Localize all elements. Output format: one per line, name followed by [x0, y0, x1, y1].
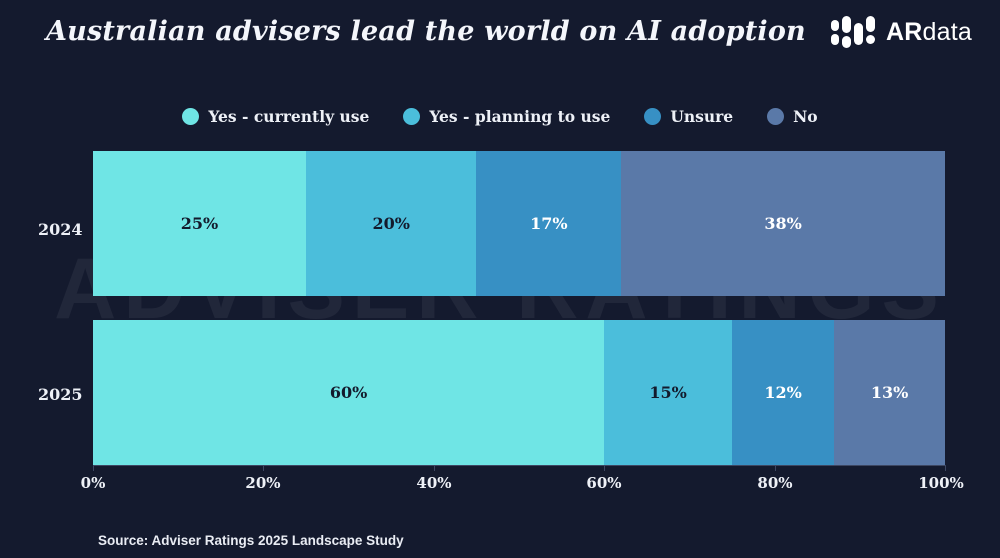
x-axis-tick-label-100: 100% [918, 474, 964, 492]
chart-header: Australian advisers lead the world on AI… [0, 0, 1000, 70]
legend-item-unsure[interactable]: Unsure [644, 107, 733, 126]
x-axis-line [93, 465, 946, 466]
legend-dot-icon [767, 108, 785, 125]
legend-item-no[interactable]: No [767, 107, 818, 126]
chart-legend: Yes - currently use Yes - planning to us… [0, 107, 1000, 126]
bar-value-label: 38% [764, 214, 802, 233]
bar-segment-2024-planning-to-use[interactable]: 20% [306, 151, 477, 296]
bar-segment-2024-unsure[interactable]: 17% [476, 151, 622, 296]
bar-value-label: 60% [329, 383, 368, 402]
source-note: Source: Adviser Ratings 2025 Landscape S… [98, 533, 404, 548]
bar-segment-2024-no[interactable]: 38% [621, 151, 945, 296]
y-axis-tick-label-2025: 2025 [38, 385, 83, 405]
bar-value-label: 20% [372, 214, 410, 233]
bar-value-label: 12% [764, 383, 802, 402]
x-axis-tick-label-20: 20% [245, 474, 281, 492]
bar-value-label: 17% [530, 214, 568, 233]
legend-label: No [793, 107, 818, 126]
legend-label: Yes - planning to use [429, 107, 611, 126]
legend-item-currently-use[interactable]: Yes - currently use [182, 107, 369, 126]
bar-segment-2024-currently-use[interactable]: 25% [93, 151, 306, 296]
bar-value-label: 25% [180, 214, 219, 233]
x-axis-tick-label-60: 60% [586, 474, 622, 492]
ardata-bars-icon [831, 15, 877, 49]
x-axis-tick [945, 466, 946, 471]
logo-wordmark: ARdata [886, 18, 972, 47]
logo-text-data: data [922, 17, 972, 46]
legend-label: Unsure [670, 107, 734, 126]
bar-row-2025: 60% 15% 12% 13% [93, 320, 945, 465]
page-title: Australian advisers lead the world on AI… [46, 16, 806, 47]
bar-value-label: 13% [870, 383, 909, 402]
bar-segment-2025-unsure[interactable]: 12% [731, 320, 835, 465]
y-axis-label-text: 2025 [38, 385, 83, 404]
x-axis-tick-label-0: 0% [80, 474, 106, 492]
bar-segment-2025-no[interactable]: 13% [834, 320, 945, 465]
legend-item-planning-to-use[interactable]: Yes - planning to use [403, 107, 610, 126]
x-axis-tick [434, 466, 435, 471]
legend-label: Yes - currently use [208, 107, 370, 126]
x-axis-tick [604, 466, 605, 471]
y-axis-label-text: 2024 [38, 220, 83, 239]
plot-area: 25% 20% 17% 38% 60% 15% 12% 13% [93, 151, 945, 465]
legend-dot-icon [644, 108, 662, 125]
bar-segment-2025-currently-use[interactable]: 60% [93, 320, 605, 465]
x-axis-tick [263, 466, 264, 471]
ardata-logo: ARdata [831, 12, 972, 52]
bar-value-label: 15% [649, 383, 687, 402]
legend-dot-icon [403, 108, 421, 125]
bar-row-2024: 25% 20% 17% 38% [93, 151, 945, 296]
logo-text-ar: AR [886, 17, 923, 46]
legend-dot-icon [182, 108, 200, 125]
bar-segment-2025-planning-to-use[interactable]: 15% [604, 320, 732, 465]
x-axis-tick [775, 466, 776, 471]
x-axis-tick-label-40: 40% [416, 474, 452, 492]
y-axis-tick-label-2024: 2024 [38, 220, 83, 240]
x-axis-tick [93, 466, 94, 471]
x-axis-tick-label-80: 80% [757, 474, 793, 492]
